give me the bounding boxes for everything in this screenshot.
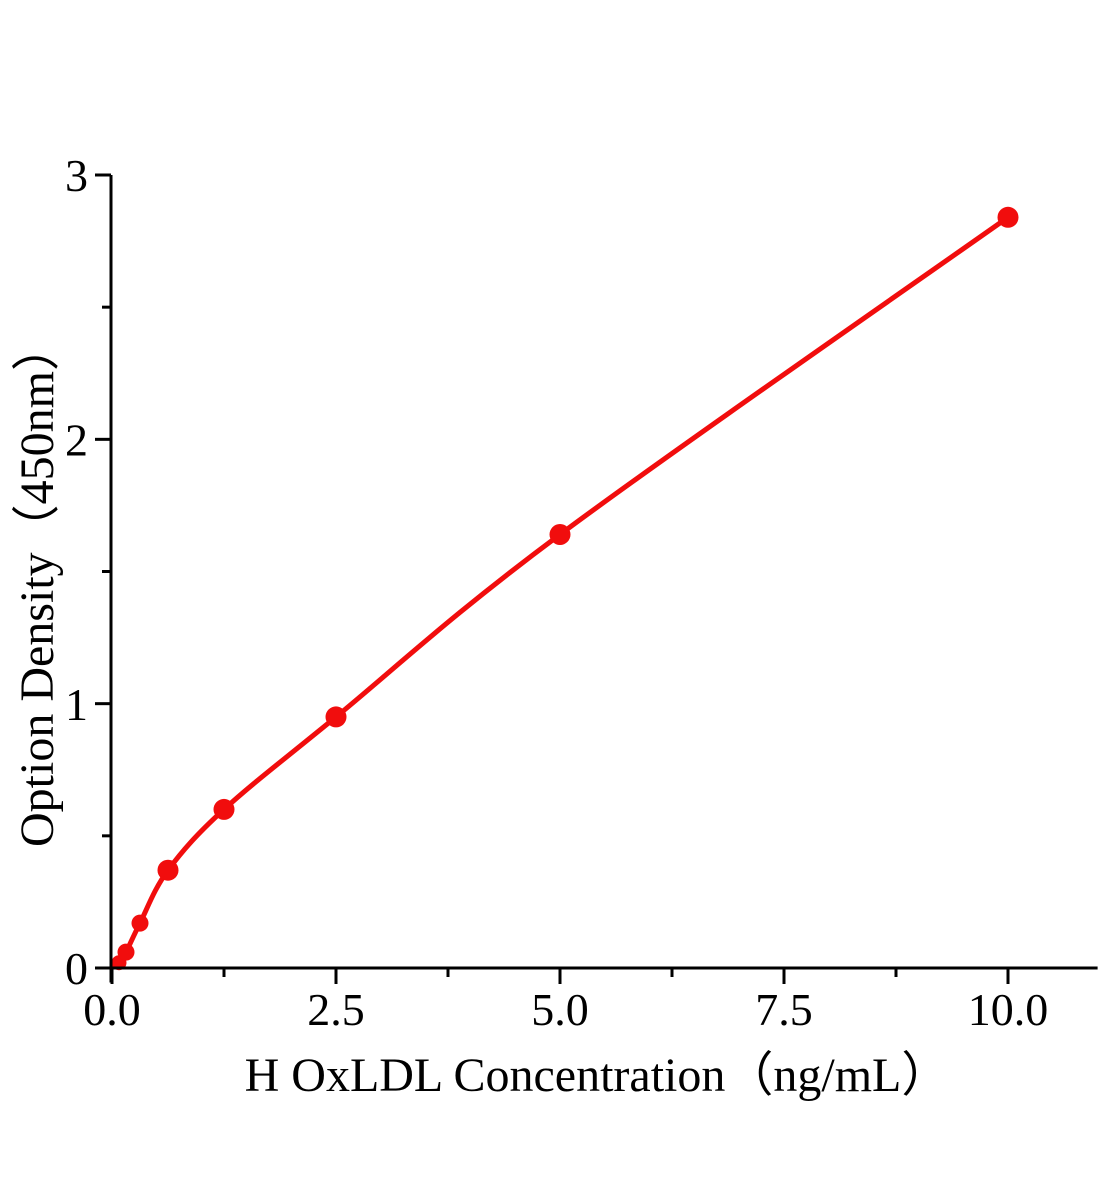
y-tick-label: 0 <box>65 943 88 994</box>
fit-curve <box>116 214 1011 966</box>
x-tick-label: 10.0 <box>968 984 1049 1035</box>
x-tick-label: 2.5 <box>307 984 365 1035</box>
x-axis-title: H OxLDL Concentration（ng/mL） <box>244 1049 950 1102</box>
data-point <box>549 524 571 545</box>
data-point <box>997 206 1019 228</box>
x-tick-label: 0.0 <box>83 984 141 1035</box>
y-tick-label: 1 <box>65 679 88 730</box>
y-tick-label: 2 <box>65 414 88 465</box>
data-point <box>131 914 149 932</box>
data-point <box>325 706 347 728</box>
data-point <box>213 798 235 820</box>
data-point <box>117 943 135 961</box>
y-tick-label: 3 <box>65 150 88 201</box>
x-tick-label: 5.0 <box>531 984 589 1035</box>
data-point <box>157 859 179 881</box>
x-tick-label: 7.5 <box>755 984 813 1035</box>
